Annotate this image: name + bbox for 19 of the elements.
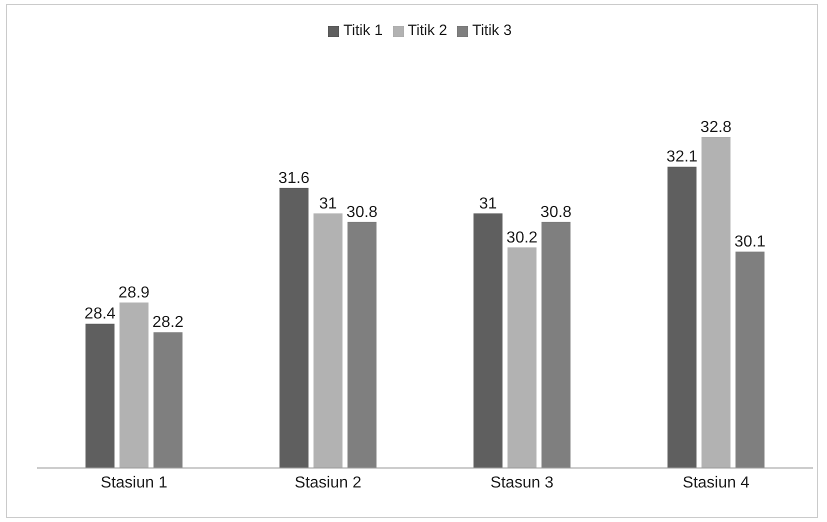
data-label: 28.4 bbox=[84, 306, 116, 323]
data-label: 30.1 bbox=[734, 234, 766, 251]
data-label: 31.6 bbox=[278, 170, 310, 187]
data-label: 30.8 bbox=[540, 204, 572, 221]
data-label: 31 bbox=[319, 195, 337, 212]
data-label: 28.9 bbox=[118, 284, 150, 302]
legend-label: Titik 3 bbox=[472, 22, 512, 39]
legend-label: Titik 2 bbox=[408, 22, 448, 39]
x-tick-label: Stasun 3 bbox=[490, 474, 554, 492]
data-label: 28.2 bbox=[152, 314, 184, 332]
x-tick-label: Stasiun 2 bbox=[294, 474, 362, 492]
x-tick-label: Stasiun 1 bbox=[100, 474, 168, 492]
data-label: 31 bbox=[479, 195, 497, 212]
x-tick-label: Stasiun 4 bbox=[682, 474, 750, 492]
data-label: 32.1 bbox=[666, 148, 698, 166]
data-label: 30.2 bbox=[506, 229, 538, 246]
legend-label: Titik 1 bbox=[343, 22, 383, 39]
data-label: 32.8 bbox=[700, 119, 732, 136]
data-label: 30.8 bbox=[346, 204, 378, 221]
